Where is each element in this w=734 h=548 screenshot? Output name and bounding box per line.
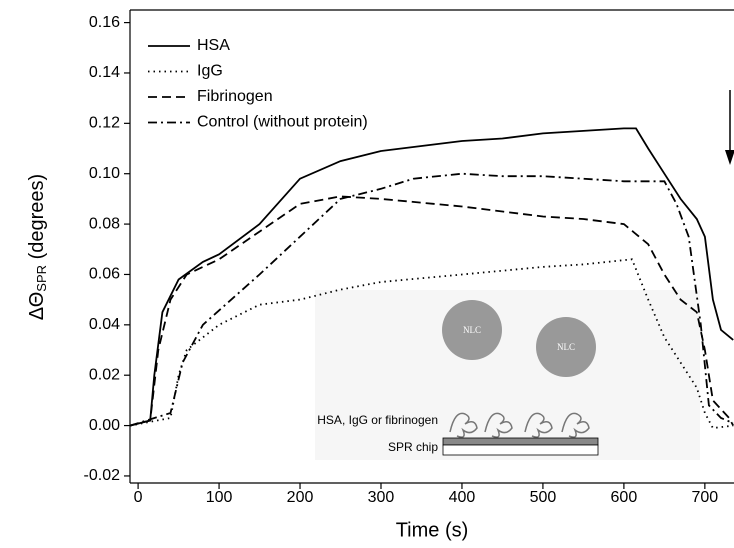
protein-icons (449, 412, 590, 438)
y-tick-label: 0.10 (89, 165, 120, 182)
y-tick-label: 0.08 (89, 215, 120, 232)
y-axis-title-text: ΔΘSPR (degrees) (26, 174, 49, 320)
inset-background (315, 290, 700, 460)
y-tick-label: 0.04 (89, 316, 120, 333)
x-tick-label: 700 (692, 489, 719, 506)
x-tick-label: 200 (287, 489, 314, 506)
nlc-particle (442, 300, 502, 360)
chip-base (442, 444, 599, 456)
legend-label: IgG (197, 63, 223, 80)
chip-label: SPR chip (388, 440, 438, 454)
chip-layer (442, 437, 599, 446)
x-tick-label: 0 (134, 489, 143, 506)
y-tick-label: -0.02 (84, 467, 121, 484)
legend-label: Control (without protein) (197, 114, 368, 131)
legend-label: Fibrinogen (197, 88, 273, 105)
series-line (129, 195, 734, 427)
y-tick-label: 0.12 (89, 115, 120, 132)
nlc-label: NLC (557, 342, 575, 352)
y-tick-label: 0.00 (89, 417, 120, 434)
nlc-particle (536, 317, 596, 377)
arrow-head (725, 150, 734, 165)
x-tick-label: 400 (449, 489, 476, 506)
x-tick-label: 600 (611, 489, 638, 506)
legend-label: HSA (197, 37, 230, 54)
series-line (129, 127, 734, 427)
y-tick-label: 0.16 (89, 14, 120, 31)
x-axis-title: Time (s) (396, 519, 469, 541)
x-tick-label: 100 (206, 489, 233, 506)
series-line (129, 172, 734, 427)
y-tick-label: 0.06 (89, 266, 120, 283)
protein-label: HSA, IgG or fibrinogen (317, 413, 438, 427)
x-tick-label: 500 (530, 489, 557, 506)
y-axis-title: ΔΘSPR (degrees) (26, 174, 49, 320)
y-tick-label: 0.14 (89, 64, 120, 81)
nlc-label: NLC (463, 325, 481, 335)
y-tick-label: 0.02 (89, 366, 120, 383)
x-tick-label: 300 (368, 489, 395, 506)
